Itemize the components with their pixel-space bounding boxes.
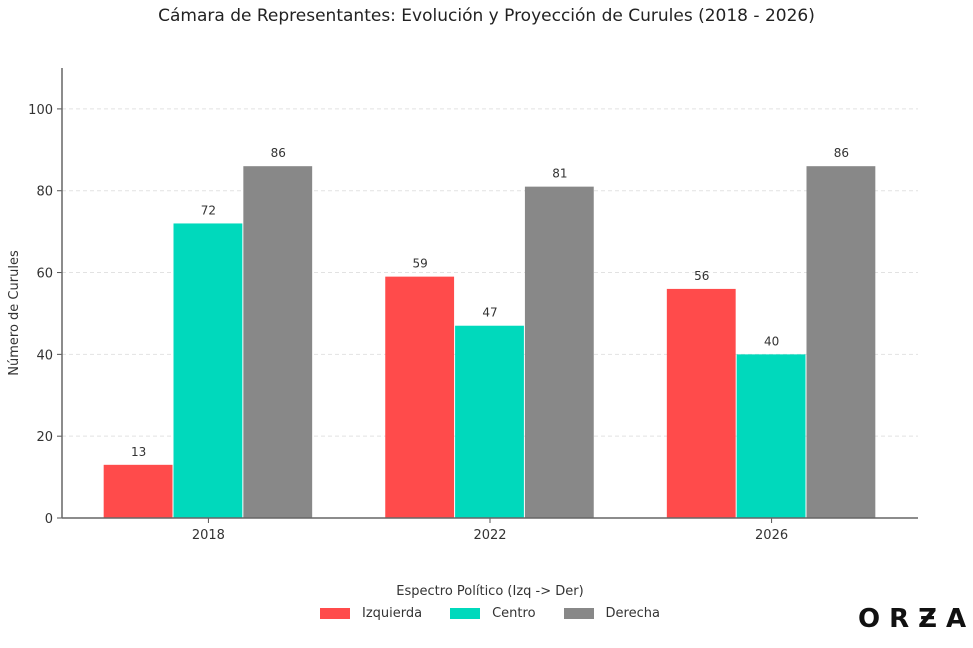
legend-item-centro: Centro [450,606,536,621]
bar-derecha-2018 [243,166,313,518]
bar-izquierda-2022 [385,276,455,518]
data-label: 72 [201,203,216,217]
data-label: 59 [413,257,428,271]
x-tick-label: 2018 [192,528,225,543]
y-tick-label: 80 [36,185,53,200]
bar-derecha-2022 [524,186,594,519]
legend-label: Centro [492,606,536,621]
bar-izquierda-2026 [666,288,736,518]
y-tick-label: 20 [36,430,53,445]
y-tick-label: 0 [45,512,53,527]
bar-centro-2026 [736,354,806,518]
y-tick-label: 60 [36,267,53,282]
chart-title: Cámara de Representantes: Evolución y Pr… [158,6,815,26]
y-axis-label: Número de Curules [7,250,22,376]
data-label: 56 [694,269,709,283]
bar-izquierda-2018 [103,464,173,518]
data-label: 40 [764,334,779,348]
data-label: 86 [834,146,849,160]
legend-label: Izquierda [362,606,423,621]
legend-title: Espectro Político (Izq -> Der) [396,584,584,599]
legend-item-derecha: Derecha [563,606,660,621]
legend: Izquierda Centro Derecha [320,606,688,621]
data-label: 81 [552,167,567,181]
data-label: 13 [131,445,146,459]
legend-swatch [563,608,594,619]
orza-logo: ORƵA [858,604,973,634]
legend-label: Derecha [605,606,660,621]
y-tick-label: 100 [28,103,53,118]
y-tick-label: 40 [36,348,53,363]
legend-swatch [320,608,350,619]
legend-swatch [450,608,481,619]
data-label: 47 [482,306,497,320]
data-label: 86 [271,146,286,160]
x-tick-label: 2026 [755,528,788,543]
x-tick-label: 2022 [473,528,506,543]
bar-centro-2022 [455,325,524,518]
legend-item-izquierda: Izquierda [320,606,422,621]
bar-centro-2018 [173,223,243,519]
bar-derecha-2026 [806,166,876,518]
